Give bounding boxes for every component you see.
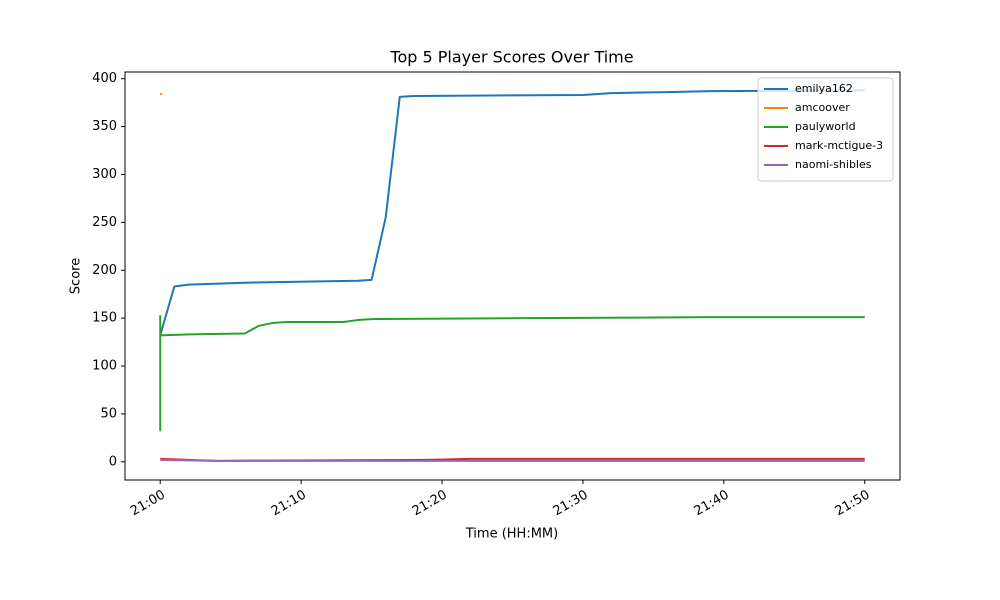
chart-title: Top 5 Player Scores Over Time xyxy=(389,48,633,67)
y-tick-label: 150 xyxy=(92,311,117,326)
y-axis-label: Score xyxy=(69,258,84,294)
y-tick-label: 200 xyxy=(92,263,117,278)
y-tick-label: 50 xyxy=(100,406,117,421)
y-tick-label: 300 xyxy=(92,167,117,182)
y-tick-label: 0 xyxy=(109,454,117,469)
series-line xyxy=(159,315,865,432)
y-tick-label: 250 xyxy=(92,215,117,230)
y-tick-label: 350 xyxy=(92,119,117,134)
legend-label: naomi-shibles xyxy=(795,158,872,171)
x-axis-label: Time (HH:MM) xyxy=(465,527,558,542)
y-tick-label: 100 xyxy=(92,359,117,374)
legend-box xyxy=(757,77,894,182)
y-tick-label: 400 xyxy=(92,71,117,86)
series-line xyxy=(159,89,865,336)
plot-frame xyxy=(124,71,901,481)
legend-label: mark-mctigue-3 xyxy=(795,139,883,152)
legend-label: emilya162 xyxy=(795,82,853,95)
series-line xyxy=(160,458,865,462)
legend-label: paulyworld xyxy=(795,120,856,133)
legend-label: amcoover xyxy=(795,101,850,114)
